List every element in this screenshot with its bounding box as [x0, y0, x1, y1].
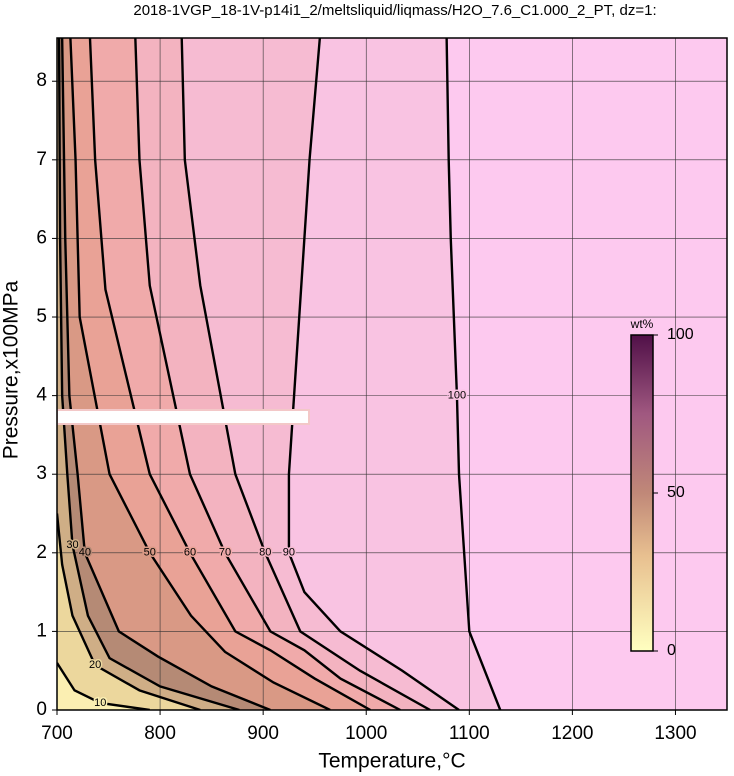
- x-tick-label: 1200: [551, 723, 593, 744]
- contour-label: 10: [94, 697, 106, 709]
- y-tick-label: 6: [36, 227, 47, 248]
- x-axis-label: Temperature,°C: [318, 750, 465, 773]
- contour-band: [57, 38, 201, 710]
- x-tick-label: 1300: [654, 723, 696, 744]
- y-tick-label: 7: [36, 149, 47, 170]
- x-tick-label: 900: [247, 723, 279, 744]
- y-tick-label: 1: [36, 620, 47, 641]
- contour-line: [57, 38, 240, 710]
- contour-line: [69, 38, 331, 710]
- y-tick-label: 2: [36, 542, 47, 563]
- contour-label: 60: [184, 547, 196, 559]
- y-tick-label: 3: [36, 463, 47, 484]
- contour-label: 90: [283, 547, 295, 559]
- x-tick-label: 700: [41, 723, 73, 744]
- contour-line: [57, 513, 201, 710]
- colorbar-tick-label: 100: [667, 326, 694, 343]
- colorbar-tick-label: 50: [667, 484, 685, 501]
- chart-title: 2018-1VGP_18-1V-p14i1_2/meltsliquid/liqm…: [133, 2, 656, 19]
- contour-line: [60, 38, 271, 710]
- contour-label: 50: [144, 547, 156, 559]
- contour-line: [57, 662, 150, 710]
- contour-label: 70: [219, 547, 231, 559]
- colorbar-label: wt%: [630, 317, 654, 331]
- x-tick-label: 1000: [345, 723, 387, 744]
- y-tick-label: 8: [36, 70, 47, 91]
- contour-line: [445, 38, 502, 710]
- contour-label: 100: [448, 390, 466, 402]
- plot-frame: [56, 37, 728, 711]
- overlay: 700 800 900 1000 1100 1200 1300 0 1 2 3 4 5 6 7 8 wt% 0 50…: [36, 37, 728, 744]
- contour-label: 20: [89, 659, 101, 671]
- contour-band: [57, 38, 331, 710]
- contour-line: [134, 38, 401, 710]
- contour-line: [88, 38, 371, 710]
- artifact-bar: [57, 409, 310, 425]
- contour-label: 40: [79, 547, 91, 559]
- contour-line: [287, 38, 460, 710]
- contour-label: 80: [259, 547, 271, 559]
- x-tick-label: 1100: [449, 723, 490, 744]
- y-tick-label: 5: [36, 306, 47, 327]
- contour-line: [180, 38, 431, 710]
- y-axis-label: Pressure,x100MPa: [0, 280, 23, 459]
- colorbar: [630, 334, 654, 652]
- contour-label: 30: [66, 539, 78, 551]
- y-tick-label: 0: [36, 699, 47, 720]
- y-tick-label: 4: [36, 385, 47, 406]
- x-tick-label: 800: [144, 723, 176, 744]
- colorbar-tick-label: 0: [667, 642, 676, 659]
